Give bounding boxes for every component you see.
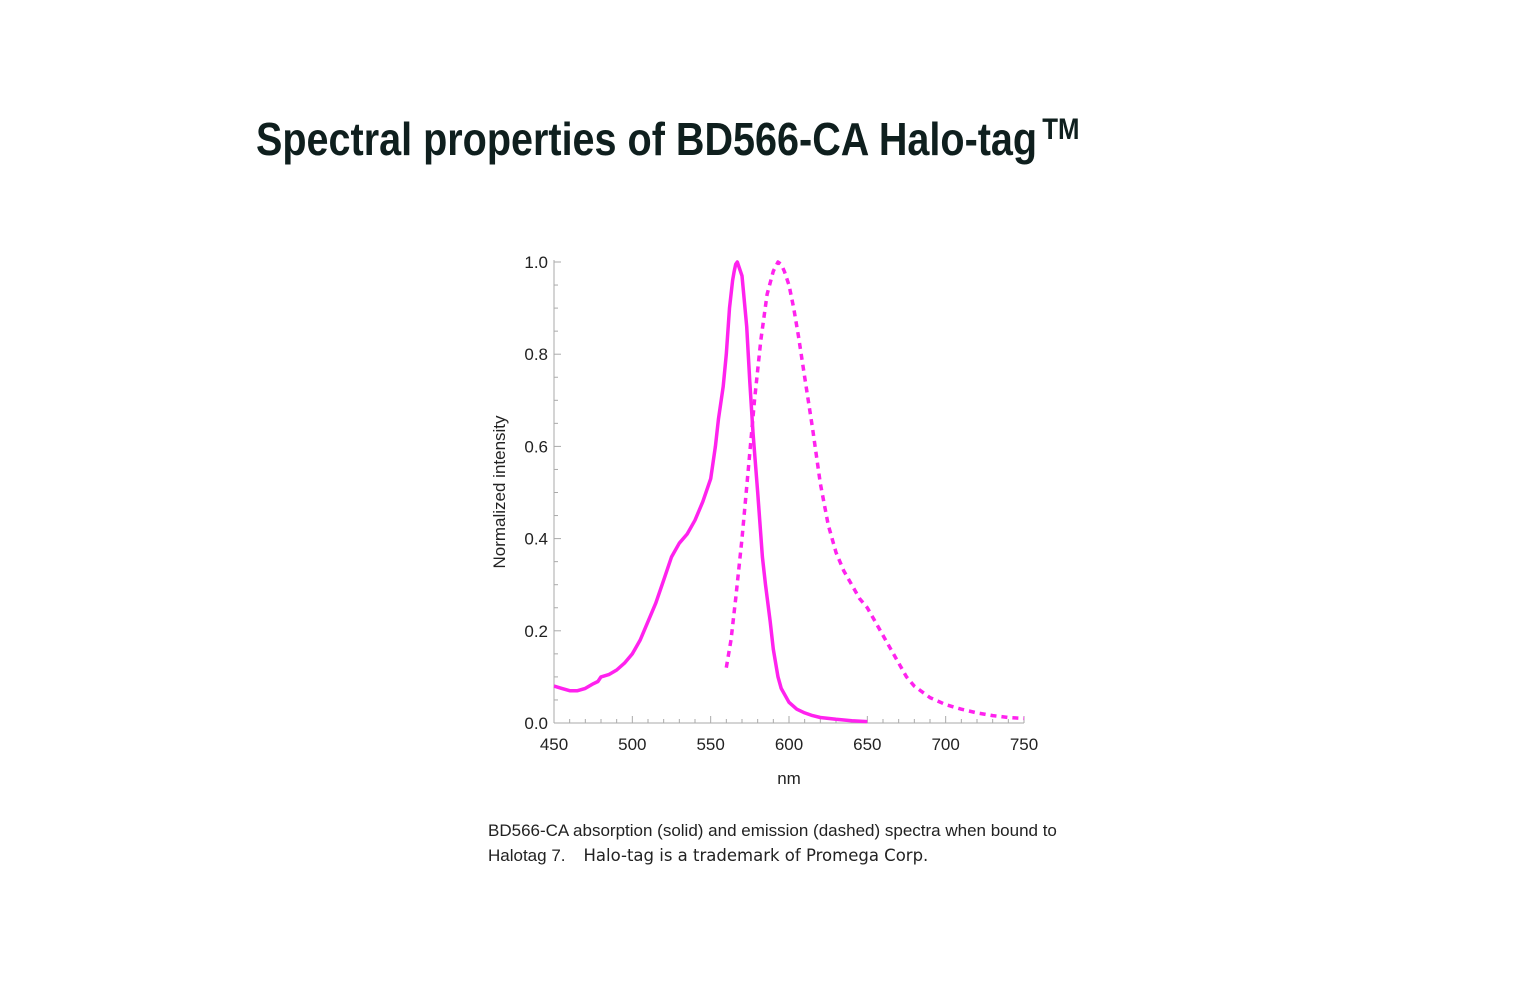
x-axis-label: nm	[777, 769, 801, 788]
page-title: Spectral properties of BD566-CA Halo-tag…	[256, 112, 1080, 166]
y-axis-label: Normalized intensity	[490, 415, 509, 569]
x-tick-label: 500	[618, 735, 646, 754]
y-tick-label: 0.4	[524, 530, 548, 549]
y-tick-label: 0.6	[524, 437, 548, 456]
figure-caption: BD566-CA absorption (solid) and emission…	[488, 818, 1068, 868]
caption-main: BD566-CA absorption (solid) and emission…	[488, 821, 1057, 865]
x-tick-label: 700	[931, 735, 959, 754]
y-tick-label: 1.0	[524, 253, 548, 272]
chart-axes	[553, 260, 1024, 724]
title-text: Spectral properties of BD566-CA Halo-tag	[256, 113, 1038, 165]
emission-series-line	[724, 260, 1025, 721]
chart-series	[553, 260, 1025, 724]
chart-ticks: 450 500 550 600 650 700 750 0.0 0.2 0.4 0.6 0.8 1.0	[524, 253, 1038, 754]
x-tick-label: 750	[1010, 735, 1038, 754]
absorption-series-line	[553, 260, 868, 724]
y-tick-label: 0.2	[524, 622, 548, 641]
x-tick-label: 600	[775, 735, 803, 754]
y-tick-label: 0.0	[524, 714, 548, 733]
trademark-mark: TM	[1042, 113, 1080, 146]
x-tick-label: 550	[696, 735, 724, 754]
caption-trademark-note: Halo-tag is a trademark of Promega Corp.	[583, 846, 929, 865]
y-tick-label: 0.8	[524, 345, 548, 364]
x-tick-label: 650	[853, 735, 881, 754]
x-tick-label: 450	[540, 735, 568, 754]
